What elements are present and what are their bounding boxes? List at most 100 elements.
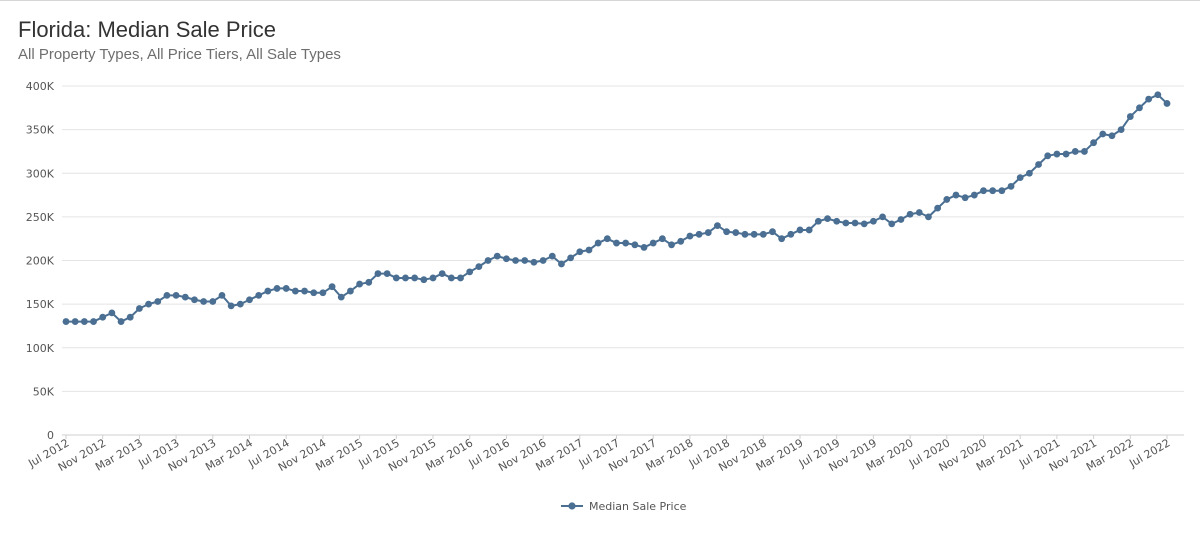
data-point[interactable] xyxy=(356,280,363,288)
data-point[interactable] xyxy=(851,219,859,227)
data-point[interactable] xyxy=(934,204,942,212)
data-point[interactable] xyxy=(824,215,831,223)
data-point[interactable] xyxy=(603,235,611,243)
data-point[interactable] xyxy=(539,257,547,264)
data-point[interactable] xyxy=(282,285,290,292)
data-point[interactable] xyxy=(796,226,804,234)
data-point[interactable] xyxy=(521,257,529,264)
data-point[interactable] xyxy=(108,309,116,317)
data-point[interactable] xyxy=(420,276,428,284)
data-point[interactable] xyxy=(860,220,868,228)
data-point[interactable] xyxy=(1044,152,1052,160)
data-point[interactable] xyxy=(273,285,281,292)
data-point[interactable] xyxy=(1117,126,1125,134)
data-point[interactable] xyxy=(558,260,565,268)
data-point[interactable] xyxy=(1136,104,1143,112)
data-point[interactable] xyxy=(447,274,455,282)
data-point[interactable] xyxy=(402,274,409,282)
data-point[interactable] xyxy=(466,268,474,276)
data-point[interactable] xyxy=(787,230,795,238)
data-point[interactable] xyxy=(833,217,841,225)
data-point[interactable] xyxy=(90,318,97,325)
data-point[interactable] xyxy=(732,229,740,236)
data-point[interactable] xyxy=(429,274,437,282)
data-point[interactable] xyxy=(319,289,327,297)
data-point[interactable] xyxy=(759,230,767,238)
data-point[interactable] xyxy=(117,318,125,325)
data-point[interactable] xyxy=(163,292,171,299)
data-point[interactable] xyxy=(154,298,162,305)
data-point[interactable] xyxy=(457,274,464,282)
data-point[interactable] xyxy=(1071,148,1079,155)
data-point[interactable] xyxy=(301,287,308,295)
data-point[interactable] xyxy=(191,296,198,304)
data-point[interactable] xyxy=(99,313,107,321)
data-point[interactable] xyxy=(879,213,886,221)
data-point[interactable] xyxy=(218,292,226,299)
data-point[interactable] xyxy=(915,209,923,216)
data-point[interactable] xyxy=(291,287,299,295)
data-point[interactable] xyxy=(814,217,822,225)
data-point[interactable] xyxy=(1016,174,1024,182)
data-point[interactable] xyxy=(1154,91,1162,99)
data-point[interactable] xyxy=(512,257,519,264)
data-point[interactable] xyxy=(1108,132,1116,140)
data-point[interactable] xyxy=(347,287,354,295)
data-point[interactable] xyxy=(906,210,914,218)
data-point[interactable] xyxy=(750,230,758,238)
data-point[interactable] xyxy=(1090,139,1097,147)
data-point[interactable] xyxy=(328,283,336,291)
data-point[interactable] xyxy=(475,263,483,271)
data-point[interactable] xyxy=(227,302,235,310)
data-point[interactable] xyxy=(668,241,675,249)
data-point[interactable] xyxy=(172,292,180,299)
data-point[interactable] xyxy=(970,191,978,199)
data-point[interactable] xyxy=(1053,150,1061,158)
data-point[interactable] xyxy=(484,257,492,264)
data-point[interactable] xyxy=(209,298,217,305)
data-point[interactable] xyxy=(1062,150,1070,158)
data-point[interactable] xyxy=(383,270,391,277)
data-point[interactable] xyxy=(246,296,253,304)
data-point[interactable] xyxy=(925,213,932,221)
data-point[interactable] xyxy=(255,292,263,299)
data-point[interactable] xyxy=(71,318,79,325)
data-point[interactable] xyxy=(741,230,749,238)
data-point[interactable] xyxy=(145,300,152,308)
data-point[interactable] xyxy=(870,217,877,225)
data-point[interactable] xyxy=(714,222,721,230)
data-point[interactable] xyxy=(1025,169,1033,177)
data-point[interactable] xyxy=(805,226,813,234)
data-point[interactable] xyxy=(136,305,143,312)
data-point[interactable] xyxy=(897,216,905,223)
data-point[interactable] xyxy=(392,274,400,282)
data-point[interactable] xyxy=(530,258,538,266)
data-point[interactable] xyxy=(952,191,960,199)
data-point[interactable] xyxy=(980,187,987,195)
data-point[interactable] xyxy=(1081,148,1088,155)
data-point[interactable] xyxy=(567,254,575,262)
data-point[interactable] xyxy=(1163,100,1171,107)
data-point[interactable] xyxy=(695,230,703,238)
data-point[interactable] xyxy=(365,278,373,286)
data-point[interactable] xyxy=(658,235,666,243)
data-point[interactable] xyxy=(576,248,584,256)
data-point[interactable] xyxy=(337,293,345,301)
data-point[interactable] xyxy=(686,232,694,240)
data-point[interactable] xyxy=(200,298,208,305)
data-point[interactable] xyxy=(548,252,556,260)
data-point[interactable] xyxy=(631,241,639,249)
data-point[interactable] xyxy=(493,252,501,260)
data-point[interactable] xyxy=(989,187,997,195)
data-point[interactable] xyxy=(1126,113,1134,120)
data-point[interactable] xyxy=(622,239,630,247)
data-point[interactable] xyxy=(374,270,382,277)
data-point[interactable] xyxy=(1035,161,1042,168)
data-point[interactable] xyxy=(126,313,134,321)
data-point[interactable] xyxy=(640,244,648,251)
data-point[interactable] xyxy=(943,196,951,203)
data-point[interactable] xyxy=(181,293,189,301)
data-point[interactable] xyxy=(80,318,88,325)
data-point[interactable] xyxy=(613,239,620,247)
data-point[interactable] xyxy=(998,187,1006,195)
